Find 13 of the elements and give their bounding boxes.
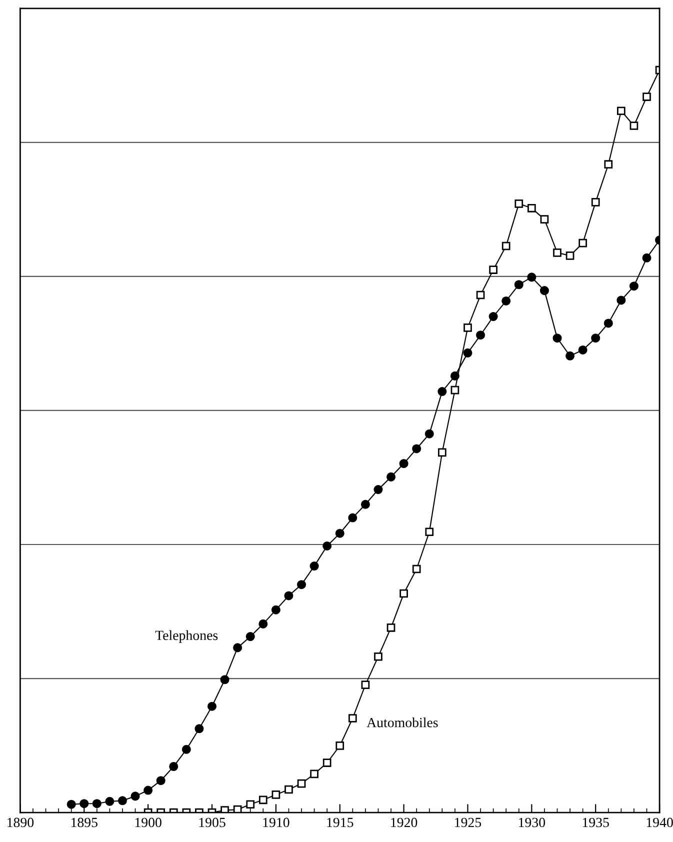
x-tick-label: 1930: [519, 818, 546, 828]
x-tick-label: 1895: [71, 818, 98, 828]
x-tick-label: 1940: [646, 818, 673, 828]
x-tick-label: 1915: [327, 818, 354, 828]
x-tick-label: 1925: [455, 818, 482, 828]
series-label: Telephones: [155, 630, 218, 643]
series-label: Automobiles: [366, 717, 438, 728]
x-tick-label: 1905: [199, 818, 226, 828]
x-tick-label: 1935: [582, 818, 609, 828]
x-tick-label: 1900: [135, 818, 162, 828]
x-tick-label: 1910: [263, 818, 290, 828]
x-tick-label: 1920: [391, 818, 418, 828]
x-tick-label: 1890: [8, 818, 34, 828]
